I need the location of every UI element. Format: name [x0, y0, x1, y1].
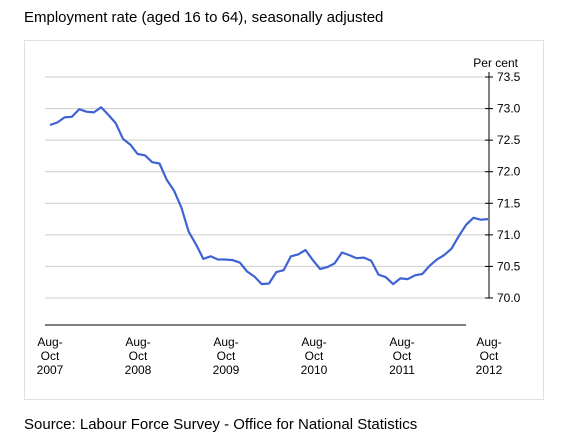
x-tick-label: Aug-Oct 2010: [301, 335, 328, 377]
data-points: [49, 106, 489, 285]
source-note: Source: Labour Force Survey - Office for…: [24, 416, 418, 433]
y-tick-label: 70.0: [497, 291, 521, 305]
y-tick-label: 70.5: [497, 259, 521, 273]
y-tick-label: 71.0: [497, 228, 521, 242]
x-tick-label: Aug-Oct 2007: [37, 335, 64, 377]
x-tick-label: Aug-Oct 2012: [476, 335, 503, 377]
y-tick-label: 72.0: [497, 165, 521, 179]
y-tick-label: 71.5: [497, 196, 521, 210]
x-tick-label: Aug-Oct 2008: [125, 335, 152, 377]
series-line-employment-rate: [49, 106, 489, 286]
gridlines: [45, 76, 493, 299]
chart-frame: [24, 40, 544, 400]
y-axis-label: Per cent: [473, 56, 518, 70]
y-tick-labels: 73.5 73.0 72.5 72.0 71.5 71.0 70.5 70.0: [497, 70, 521, 305]
x-tick-label: Aug-Oct 2011: [389, 335, 415, 377]
y-tick-label: 72.5: [497, 133, 521, 147]
x-tick-labels: Aug-Oct 2007 Aug-Oct 2008 Aug-Oct 2009 Aug-Oct…: [37, 335, 503, 377]
chart-title: Employment rate (aged 16 to 64), seasona…: [24, 9, 384, 26]
x-tick-label: Aug-Oct 2009: [213, 335, 240, 377]
y-tick-label: 73.5: [497, 70, 521, 84]
y-tick-label: 73.0: [497, 102, 521, 116]
